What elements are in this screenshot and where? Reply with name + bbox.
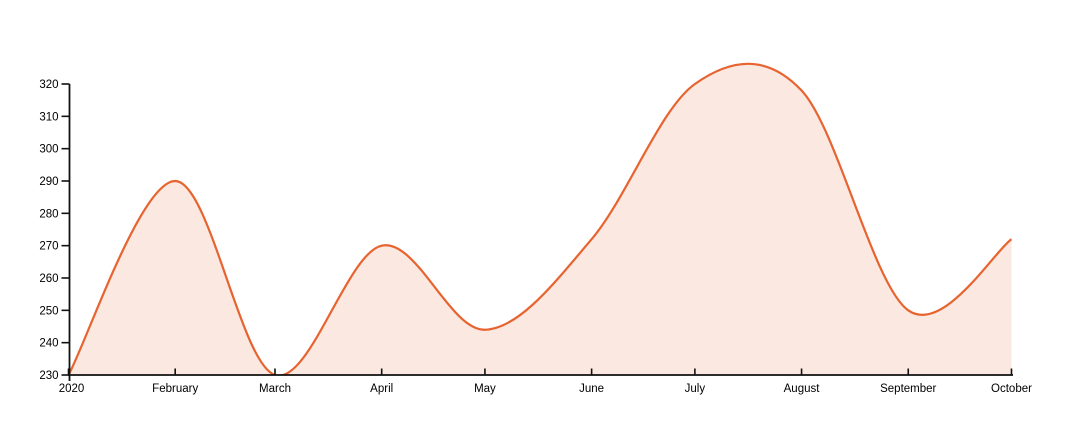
y-tick-label: 230 [39,370,58,382]
x-tick-label: October [991,383,1032,395]
y-tick-label: 320 [39,79,58,91]
series-line [67,62,1013,375]
x-tick-label: September [880,383,936,395]
y-tick-label: 240 [39,338,58,350]
y-tick-label: 250 [39,305,58,317]
x-tick-label: February [152,383,198,395]
x-tick-label: June [579,383,604,395]
y-tick-label: 280 [39,208,58,220]
x-tick-label: July [685,383,706,395]
x-tick-label: 2020 [59,383,85,395]
y-tick-label: 300 [39,144,58,156]
y-tick-label: 270 [39,241,58,253]
x-tick-label: May [474,383,496,395]
x-tick-label: August [784,383,821,395]
x-tick-label: March [259,383,291,395]
y-tick-label: 290 [39,176,58,188]
y-tick-label: 260 [39,273,58,285]
x-tick-label: April [370,383,393,395]
area-fill [68,63,1012,375]
y-tick-label: 310 [39,111,58,123]
